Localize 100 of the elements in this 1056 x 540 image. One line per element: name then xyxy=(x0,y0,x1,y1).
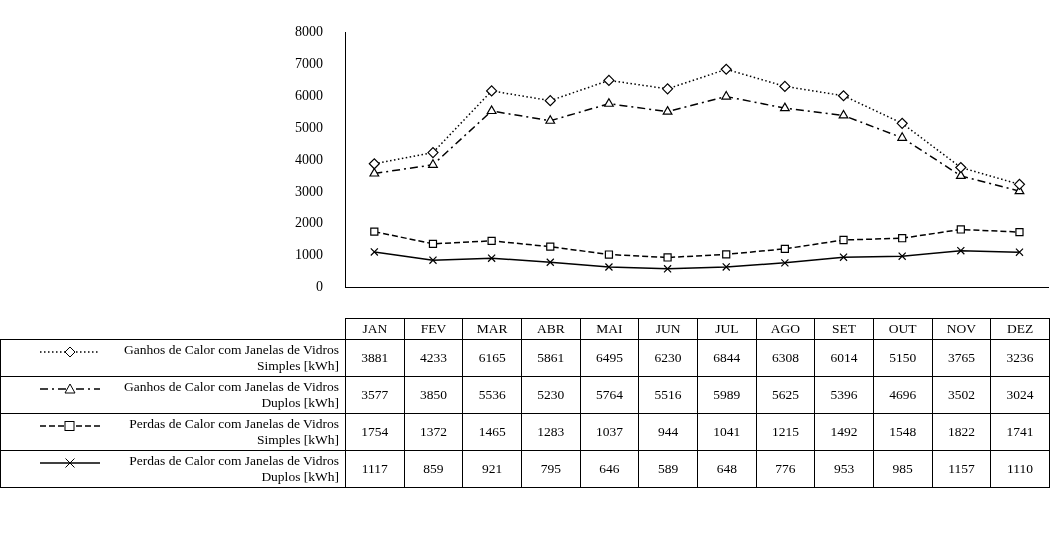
y-tick-label: 6000 xyxy=(295,87,323,103)
data-label: 6495 xyxy=(580,339,639,377)
data-label: 1548 xyxy=(873,413,933,451)
point xyxy=(956,246,965,255)
x-tick-label: JUN xyxy=(638,318,698,340)
point xyxy=(544,95,556,107)
data-label: 1283 xyxy=(521,413,581,451)
data-label: 4233 xyxy=(404,339,463,377)
data-label: 3502 xyxy=(932,376,991,414)
y-tick-label: 3000 xyxy=(295,183,323,199)
y-tick-label: 8000 xyxy=(295,24,323,40)
data-label: 5230 xyxy=(521,376,581,414)
point xyxy=(839,253,848,262)
data-label: 6230 xyxy=(638,339,698,377)
point xyxy=(779,102,790,112)
x-tick-label: FEV xyxy=(404,318,463,340)
point xyxy=(1015,227,1024,237)
point xyxy=(604,98,614,107)
point xyxy=(779,80,791,92)
y-tick-label: 2000 xyxy=(295,215,323,231)
point xyxy=(370,247,379,257)
data-label: 1465 xyxy=(462,413,522,451)
point xyxy=(370,227,379,236)
x-tick-label: JUL xyxy=(697,318,757,340)
point xyxy=(486,85,498,97)
data-label: 5516 xyxy=(638,376,698,414)
data-label: 5861 xyxy=(521,339,581,377)
data-label: 985 xyxy=(873,450,933,488)
data-label: 1037 xyxy=(580,413,639,451)
data-label: 6014 xyxy=(814,339,874,377)
point xyxy=(722,250,731,259)
data-label: 5989 xyxy=(697,376,757,414)
data-label: 5150 xyxy=(873,339,933,377)
data-label: 6165 xyxy=(462,339,522,377)
point xyxy=(663,264,672,273)
data-label: 1110 xyxy=(990,450,1050,488)
point xyxy=(545,115,556,124)
point xyxy=(663,253,672,262)
point xyxy=(838,109,849,119)
data-label: 4696 xyxy=(873,376,933,414)
data-label: 589 xyxy=(638,450,698,488)
data-label: 1822 xyxy=(932,413,991,451)
point xyxy=(603,74,615,87)
data-label: 3881 xyxy=(345,339,405,377)
data-label: 6308 xyxy=(756,339,815,377)
point xyxy=(428,159,438,168)
point xyxy=(369,167,380,177)
point xyxy=(546,258,555,267)
x-tick-label: AGO xyxy=(756,318,815,340)
x-tick-label: MAI xyxy=(580,318,639,340)
x-tick-label: JAN xyxy=(345,318,405,340)
data-label: 3850 xyxy=(404,376,463,414)
data-label: 1215 xyxy=(756,413,815,451)
legend-label: Ganhos de Calor com Janelas de Vidros Duplos [kWh] xyxy=(123,379,339,411)
point xyxy=(604,250,614,259)
x-tick-label: MAR xyxy=(462,318,522,340)
x-tick-label: NOV xyxy=(932,318,991,340)
point xyxy=(1013,178,1026,190)
data-label: 859 xyxy=(404,450,463,488)
point xyxy=(487,236,496,245)
data-label: 776 xyxy=(756,450,815,488)
data-label: 5396 xyxy=(814,376,874,414)
data-label: 3236 xyxy=(990,339,1050,377)
point xyxy=(721,90,732,100)
x-tick-label: SET xyxy=(814,318,874,340)
point xyxy=(780,244,790,253)
y-tick-label: 1000 xyxy=(295,247,323,263)
point xyxy=(837,90,850,102)
data-label: 953 xyxy=(814,450,874,488)
data-label: 1157 xyxy=(932,450,991,488)
point xyxy=(487,254,496,263)
point xyxy=(898,234,907,243)
data-label: 921 xyxy=(462,450,522,488)
data-label: 1041 xyxy=(697,413,757,451)
legend-label: Ganhos de Calor com Janelas de Vidros Simples [kWh] xyxy=(123,342,339,374)
data-label: 5625 xyxy=(756,376,815,414)
data-label: 3024 xyxy=(990,376,1050,414)
data-label: 1754 xyxy=(345,413,405,451)
point xyxy=(1015,248,1024,257)
point xyxy=(720,63,732,75)
data-label: 1117 xyxy=(345,450,405,488)
y-tick-label: 5000 xyxy=(295,119,323,135)
point xyxy=(896,117,908,129)
point xyxy=(428,256,438,265)
data-label: 6844 xyxy=(697,339,757,377)
point xyxy=(955,161,967,174)
x-tick-label: DEZ xyxy=(990,318,1050,340)
data-label: 944 xyxy=(638,413,698,451)
point xyxy=(368,158,380,170)
y-tick-label: 4000 xyxy=(295,151,323,167)
point xyxy=(780,258,790,267)
data-label: 3577 xyxy=(345,376,405,414)
point xyxy=(839,235,848,245)
data-label: 1372 xyxy=(404,413,463,451)
x-tick-label: OUT xyxy=(873,318,933,340)
point xyxy=(722,262,731,272)
point xyxy=(898,252,907,261)
point xyxy=(546,242,555,251)
point xyxy=(486,105,497,115)
point xyxy=(428,239,438,248)
